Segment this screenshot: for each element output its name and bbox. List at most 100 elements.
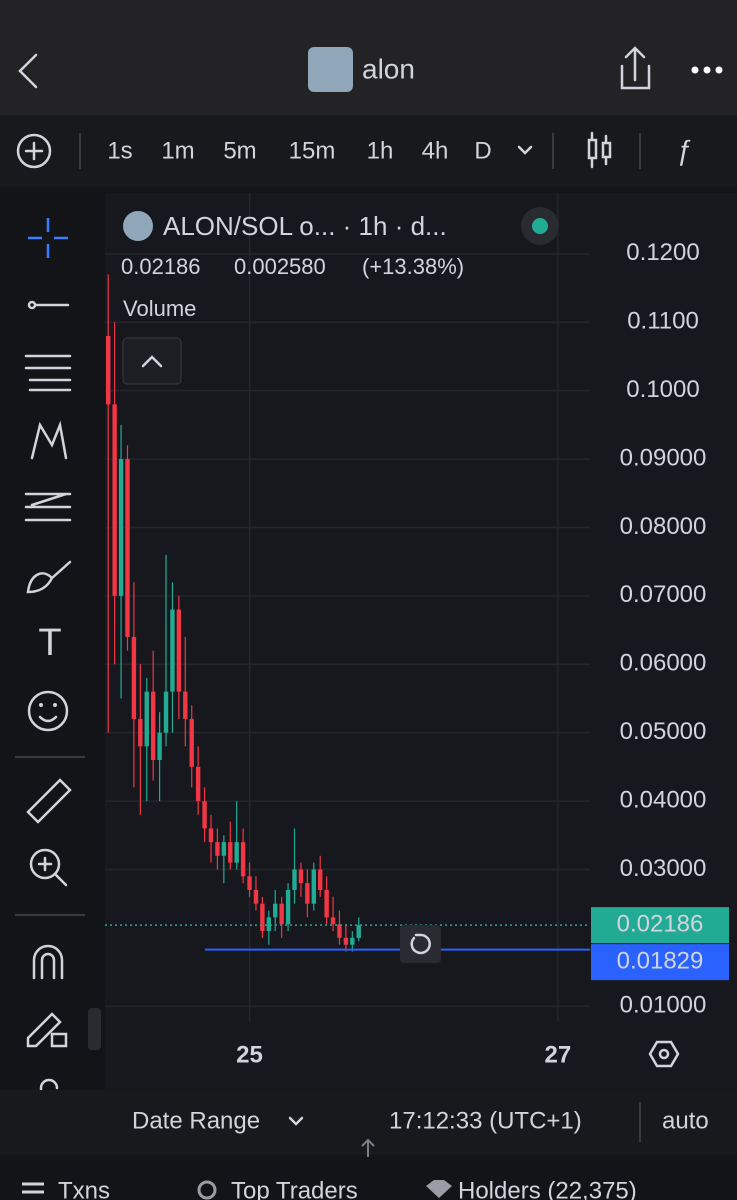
auto-scale-button[interactable]: auto	[662, 1107, 709, 1134]
timeframe[interactable]: 1m	[161, 137, 194, 164]
volume-label: Volume	[123, 296, 196, 321]
lock-drawing-tool[interactable]	[26, 1012, 68, 1048]
alert-badge	[591, 944, 729, 981]
tab[interactable]: Top Traders	[231, 1177, 358, 1200]
brush-tool[interactable]	[26, 560, 72, 594]
candle-body	[131, 636, 137, 719]
candle-body	[202, 801, 207, 829]
candle-body	[285, 889, 291, 925]
indicators-button[interactable]: ƒ	[676, 134, 692, 165]
legend-value: 0.02186	[121, 254, 201, 279]
y-tick-label: 0.06000	[620, 650, 707, 677]
candle-body	[305, 883, 310, 904]
y-tick-label: 0.01000	[620, 992, 707, 1019]
candle-body	[150, 691, 156, 761]
ruler-tool[interactable]	[26, 778, 72, 824]
collapse-legend[interactable]	[122, 337, 182, 385]
candle-body	[343, 937, 349, 945]
alert-label: 0.01829	[617, 947, 704, 974]
candle-body	[221, 842, 227, 856]
y-tick-label: 0.03000	[620, 855, 707, 882]
holders-icon	[426, 1180, 452, 1198]
candle-body	[144, 691, 149, 747]
reset-button[interactable]	[400, 925, 441, 963]
candle-body	[311, 869, 316, 904]
timeframe[interactable]: 4h	[422, 137, 449, 164]
legend-avatar	[123, 211, 153, 241]
x-tick-label: 25	[236, 1041, 263, 1068]
tab[interactable]: Txns	[58, 1177, 110, 1200]
last-price-label: 0.02186	[617, 910, 704, 937]
candle-body	[350, 937, 355, 945]
pattern-tool[interactable]	[30, 420, 68, 460]
candle-body	[112, 404, 117, 596]
channel-tool[interactable]	[24, 354, 72, 392]
token-title: alon	[362, 53, 415, 84]
y-tick-label: 0.1200	[626, 239, 699, 266]
add-indicator[interactable]	[16, 133, 52, 169]
timeframe[interactable]: 5m	[223, 137, 256, 164]
chart-type-button[interactable]	[587, 131, 612, 169]
status-dot	[532, 218, 548, 234]
candle-body	[253, 889, 259, 904]
timeframe[interactable]: D	[474, 137, 491, 164]
timeframe[interactable]: 1h	[367, 137, 394, 164]
candle-body	[138, 718, 143, 747]
crosshair-tool[interactable]	[28, 218, 68, 258]
last-price-badge	[591, 907, 729, 944]
timeframe[interactable]: 1s	[107, 137, 132, 164]
share-button[interactable]	[620, 46, 651, 90]
txns-icon	[22, 1182, 44, 1194]
candle-body	[189, 718, 194, 767]
clock: 17:12:33 (UTC+1)	[389, 1107, 582, 1134]
legend-value: 0.002580	[234, 254, 326, 279]
candle-body	[240, 842, 246, 877]
y-tick-label: 0.09000	[620, 444, 707, 471]
text-tool[interactable]: T	[38, 622, 61, 664]
tab-bar	[0, 1157, 737, 1200]
candle-body	[157, 732, 162, 761]
candle-body	[260, 903, 265, 932]
y-tick-label: 0.05000	[620, 718, 707, 745]
top-bar	[0, 0, 737, 115]
more-button[interactable]	[691, 66, 723, 74]
sidebar-toggle[interactable]	[88, 1008, 101, 1050]
y-tick-label: 0.08000	[620, 513, 707, 540]
timeframe[interactable]: 15m	[289, 137, 336, 164]
x-tick-label: 27	[545, 1041, 572, 1068]
emoji-tool[interactable]	[27, 690, 69, 732]
candle-body	[356, 925, 361, 938]
timeframe-more[interactable]	[517, 145, 533, 155]
legend-value: (+13.38%)	[362, 254, 464, 279]
candle-body	[125, 459, 130, 637]
back-button[interactable]	[18, 53, 38, 89]
toolbar	[0, 115, 737, 187]
candle-body	[228, 842, 233, 863]
y-tick-label: 0.1100	[627, 308, 699, 335]
candle-body	[266, 917, 272, 932]
candle-body	[176, 609, 182, 692]
candle-body	[324, 889, 329, 918]
candle-body	[183, 691, 188, 719]
fib-tool[interactable]	[24, 492, 72, 522]
candle-body	[298, 869, 304, 884]
date-range-button[interactable]: Date Range	[132, 1107, 260, 1134]
candle-body	[170, 609, 175, 692]
candle-body	[208, 828, 214, 843]
magnet-tool[interactable]	[32, 944, 64, 980]
settings-button[interactable]	[648, 1040, 680, 1068]
candle-body	[106, 335, 111, 405]
drawing-tools: T	[15, 218, 85, 1116]
token-avatar	[308, 47, 353, 92]
chevron	[288, 1116, 304, 1126]
legend-title: ALON/SOL o... · 1h · d...	[163, 211, 447, 241]
traders-icon	[197, 1180, 217, 1200]
tab[interactable]: Holders (22,375)	[458, 1177, 637, 1200]
candle-body	[273, 903, 278, 918]
zoom-tool[interactable]	[29, 848, 68, 887]
candle-body	[292, 869, 297, 890]
candle-body	[195, 766, 201, 802]
candle-body	[215, 842, 220, 856]
line-tool[interactable]	[27, 300, 70, 310]
